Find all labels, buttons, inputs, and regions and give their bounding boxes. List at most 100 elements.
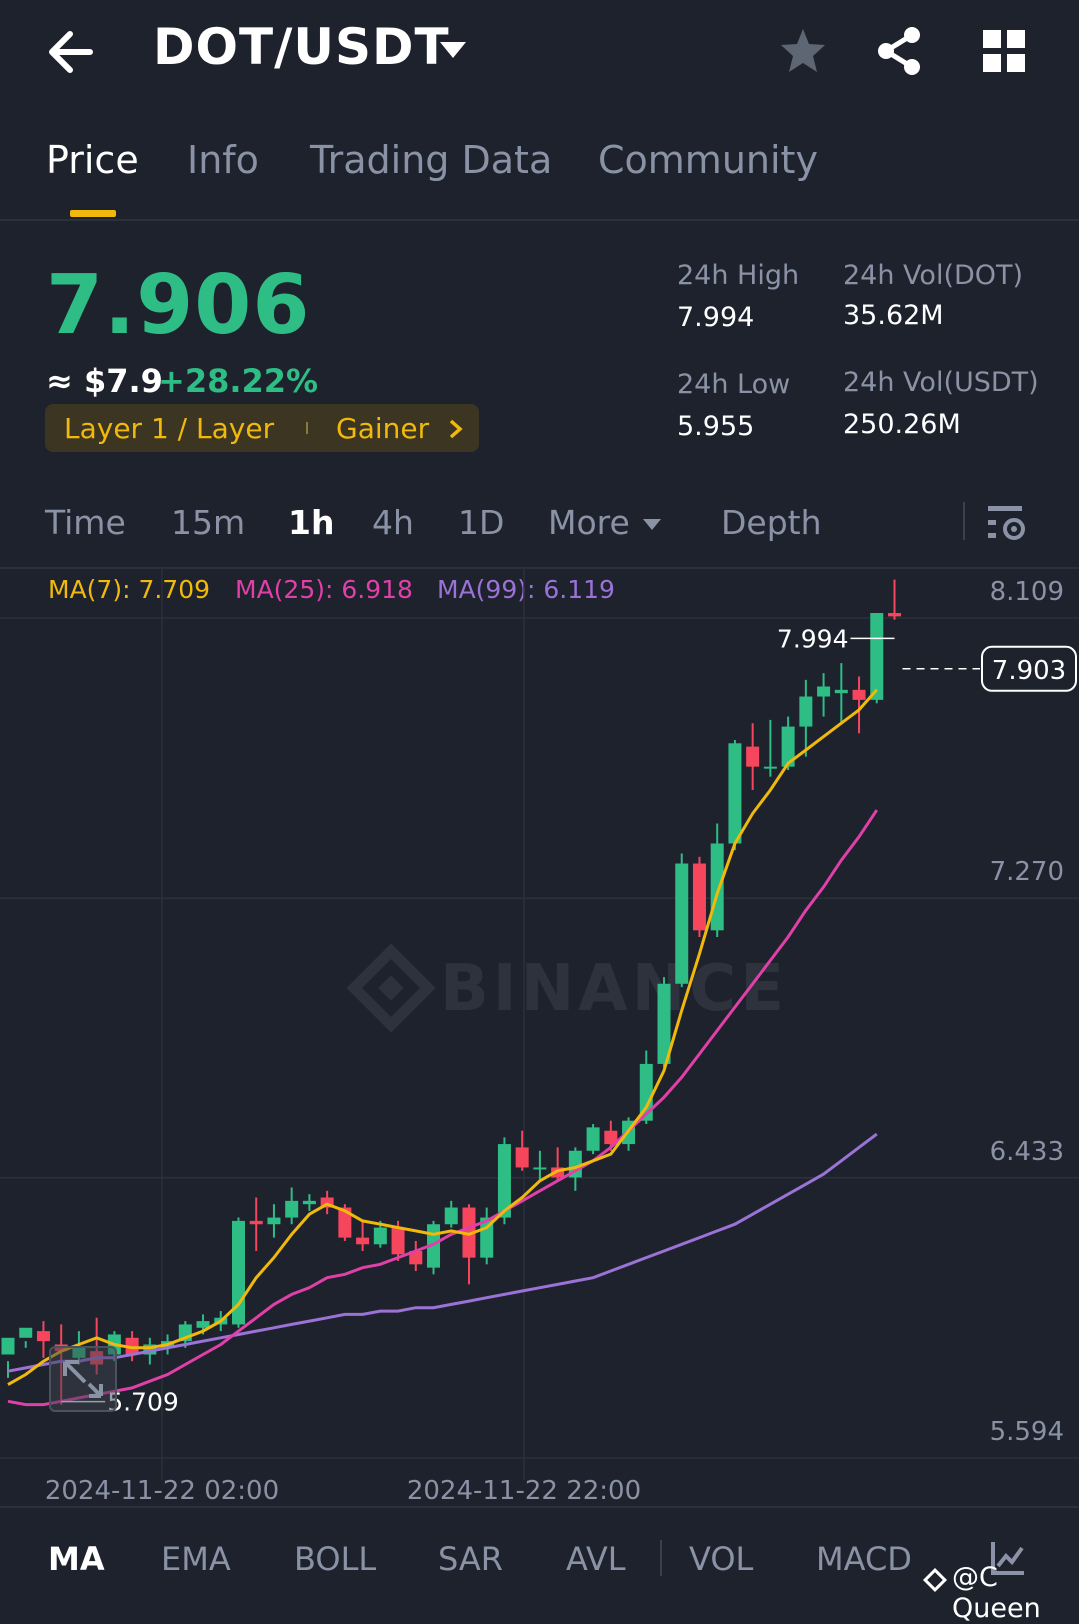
price-change: +28.22% (158, 362, 319, 400)
ma25-line (7, 809, 879, 1407)
category-tag-label: Layer 1 / Layer (64, 412, 275, 445)
active-tab-indicator (70, 210, 116, 217)
candle-body (710, 843, 724, 931)
tab-trading-data[interactable]: Trading Data (310, 138, 553, 182)
ma99-line (7, 1132, 878, 1373)
candle-body (497, 1144, 511, 1218)
tabs-divider (0, 219, 1079, 221)
more-caret-icon (642, 517, 662, 536)
candle-body (586, 1127, 600, 1151)
candle-body (533, 1167, 547, 1170)
candle-body (817, 686, 831, 697)
caret-down-icon (440, 42, 466, 58)
ma7-line (7, 688, 878, 1386)
indicator-settings-icon (991, 1542, 1024, 1575)
candle-body (515, 1147, 529, 1168)
indicator-settings-button[interactable] (990, 1540, 1026, 1580)
tf-1d[interactable]: 1D (458, 503, 505, 542)
tf-15m[interactable]: 15m (171, 503, 246, 542)
favorite-button[interactable] (778, 26, 828, 80)
arrow-left-icon (49, 31, 93, 73)
high-value: 7.994 (677, 302, 755, 333)
candle-body (338, 1207, 352, 1238)
tab-info[interactable]: Info (187, 138, 259, 182)
last-price: 7.906 (46, 258, 311, 353)
share-icon (878, 27, 920, 75)
candle-body (356, 1237, 370, 1245)
current-price-label: 7.903 (992, 656, 1066, 686)
ind-sar[interactable]: SAR (438, 1540, 504, 1578)
candle-body (373, 1227, 387, 1245)
tf-time[interactable]: Time (45, 503, 126, 542)
candle-body (462, 1207, 476, 1258)
vol-usdt-label: 24h Vol(USDT) (843, 367, 1039, 398)
high-marker-label: 7.994 (777, 624, 849, 653)
ma25-legend: MA(25): 6.918 (235, 575, 413, 604)
tf-4h[interactable]: 4h (372, 503, 414, 542)
y-tick-label: 6.433 (990, 1137, 1064, 1167)
candle-body (799, 696, 813, 727)
ind-ma[interactable]: MA (48, 1540, 105, 1578)
tag-separator (306, 422, 308, 434)
candle-body (36, 1331, 50, 1342)
share-button[interactable] (876, 26, 924, 80)
ind-avl[interactable]: AVL (566, 1540, 626, 1578)
credit-text: @C Queen (952, 1562, 1041, 1624)
candle-body (781, 726, 795, 767)
chart-settings-icon (988, 506, 1025, 540)
pair-title[interactable]: DOT/USDT (153, 18, 450, 76)
pair-dropdown[interactable] (438, 40, 468, 64)
x-tick-label: 2024-11-22 22:00 (407, 1476, 641, 1506)
y-tick-label: 8.109 (990, 577, 1064, 607)
category-tag[interactable] (45, 404, 479, 452)
back-button[interactable] (40, 22, 110, 82)
candle-body (852, 689, 866, 700)
gainer-tag-label[interactable]: Gainer (336, 412, 430, 445)
vol-dot-value: 35.62M (843, 300, 944, 331)
candle-body (870, 613, 884, 700)
fiat-price: ≈ $7.9 (46, 362, 163, 400)
grid-menu-button[interactable] (983, 30, 1025, 76)
ma99-legend: MA(99): 6.119 (437, 575, 615, 604)
tf-1h[interactable]: 1h (288, 503, 335, 542)
ind-ema[interactable]: EMA (161, 1540, 231, 1578)
candle-body (125, 1337, 139, 1355)
low-marker-label: 5.709 (107, 1388, 179, 1417)
ma7-legend: MA(7): 7.709 (48, 575, 211, 604)
candle-body (1, 1337, 15, 1355)
chart-settings-button[interactable] (988, 504, 1028, 546)
expand-chart-button[interactable] (49, 1346, 117, 1412)
candle-body (746, 746, 760, 767)
tf-more[interactable]: More (548, 503, 630, 542)
candlestick-chart[interactable]: BINANCE 8.109 7.270 6.433 5.594 2024-11-22 … (0, 568, 1079, 1508)
candle-body (19, 1327, 33, 1338)
tab-community[interactable]: Community (598, 138, 818, 182)
tf-depth[interactable]: Depth (721, 503, 822, 542)
ind-boll[interactable]: BOLL (294, 1540, 377, 1578)
candle-body (249, 1220, 263, 1225)
indicator-divider (0, 1506, 1079, 1508)
tf-divider (963, 502, 965, 540)
candle-body (320, 1197, 334, 1208)
candle-body (763, 766, 777, 769)
tab-price[interactable]: Price (46, 138, 139, 182)
ind-vol[interactable]: VOL (689, 1540, 754, 1578)
timeframe-divider (0, 567, 1079, 569)
low-value: 5.955 (677, 411, 755, 442)
chevron-right-icon (448, 418, 464, 444)
grid-icon (983, 30, 1025, 72)
current-price-box (981, 645, 1077, 692)
ind-macd[interactable]: MACD (816, 1540, 912, 1578)
watermark-text: BINANCE (440, 952, 788, 1026)
candle-body (888, 613, 901, 617)
candle-body (834, 689, 848, 694)
candle-body (285, 1200, 299, 1218)
x-tick-label: 2024-11-22 02:00 (45, 1476, 279, 1506)
candle-body (728, 743, 742, 844)
y-tick-label: 5.594 (990, 1417, 1064, 1447)
credit-logo-icon (921, 1566, 949, 1598)
candle-body (604, 1130, 618, 1145)
candle-body (409, 1250, 423, 1265)
binance-watermark: BINANCE (346, 943, 788, 1033)
candle-body (675, 863, 689, 984)
